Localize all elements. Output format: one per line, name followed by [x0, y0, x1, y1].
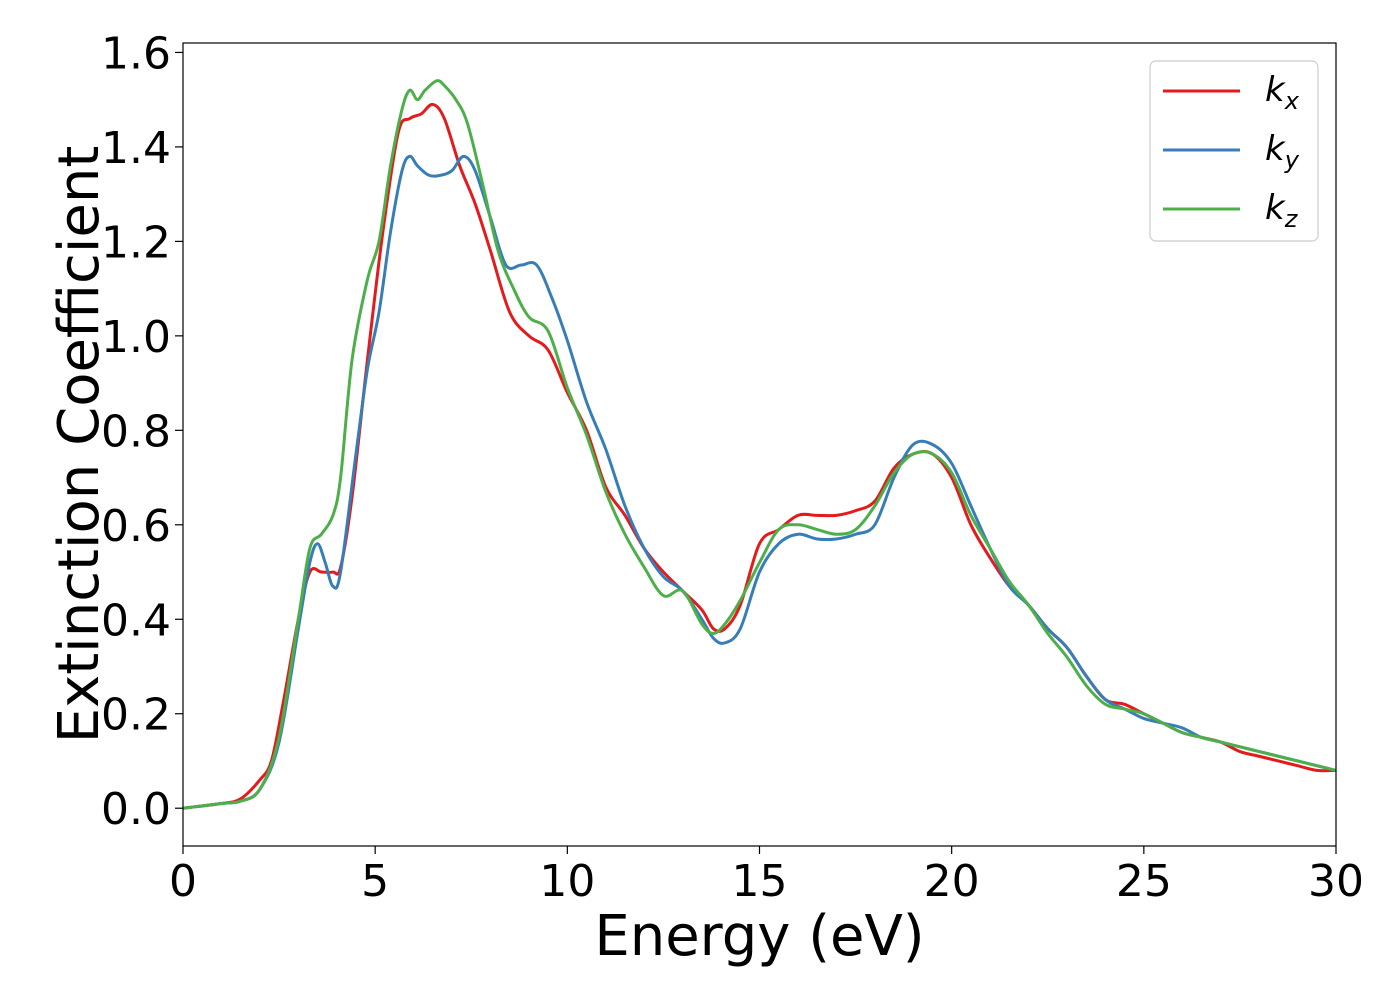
- legend-label-base: k: [1265, 129, 1286, 169]
- legend-label-subscript: z: [1284, 205, 1299, 233]
- x-tick-label: 0: [169, 856, 197, 907]
- y-tick-label: 1.6: [101, 28, 171, 79]
- series-line-k-z: [182, 79, 1337, 810]
- y-tick-label: 0.0: [101, 784, 171, 835]
- series-line-k-y: [182, 154, 1337, 810]
- legend-label-base: k: [1265, 70, 1286, 110]
- y-tick-label: 1.4: [101, 123, 171, 174]
- y-tick-label: 1.2: [101, 217, 171, 268]
- series-layer: [182, 79, 1337, 810]
- y-tick-label: 0.6: [101, 501, 171, 552]
- legend-label: kz: [1265, 188, 1299, 233]
- x-tick-label: 15: [732, 856, 788, 907]
- x-tick-label: 30: [1308, 856, 1364, 907]
- x-tick-label: 20: [924, 856, 980, 907]
- legend-label-subscript: y: [1284, 146, 1300, 174]
- legend-label-subscript: x: [1284, 87, 1300, 115]
- legend-label: ky: [1265, 129, 1300, 174]
- x-tick-label: 25: [1116, 856, 1172, 907]
- y-tick-label: 0.2: [101, 690, 171, 741]
- x-tick-label: 5: [361, 856, 389, 907]
- y-axis-label: Extinction Coefficient: [47, 146, 112, 744]
- y-tick-label: 1.0: [101, 312, 171, 363]
- legend-label: kx: [1265, 70, 1300, 115]
- y-tick-label: 0.4: [101, 595, 171, 646]
- legend-label-base: k: [1265, 188, 1286, 228]
- x-tick-label: 10: [539, 856, 595, 907]
- x-axis-label: Energy (eV): [594, 904, 924, 969]
- tick-layer: 0 5 10 15 20 25 30 0.0 0.2 0.4 0.6 0.8 1.0 1.2 1.4 1.6: [101, 28, 1364, 907]
- y-tick-label: 0.8: [101, 406, 171, 457]
